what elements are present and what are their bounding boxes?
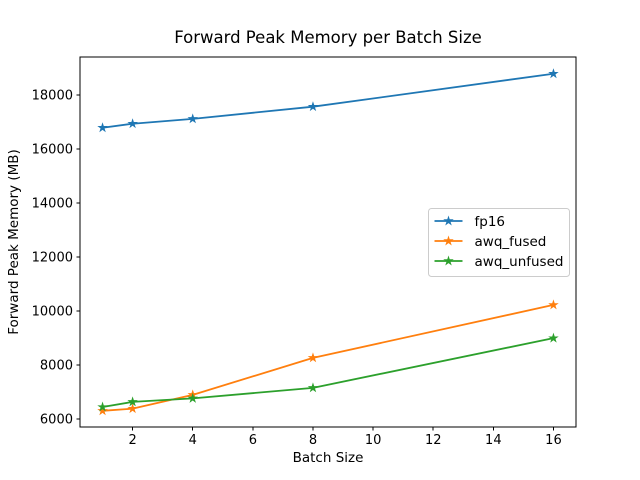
data-point-marker-awq_fused — [307, 352, 319, 363]
data-point-marker-awq_unfused — [127, 396, 138, 407]
x-tick-label: 4 — [189, 433, 197, 448]
plot-spines — [79, 56, 577, 428]
y-tick-label: 18000 — [32, 88, 73, 103]
line-series-awq_fused — [101, 304, 555, 412]
line-series-awq_unfused — [101, 337, 555, 408]
x-tick-label: 10 — [365, 433, 382, 448]
data-point-marker-awq_fused — [97, 405, 108, 416]
line-series-fp16 — [101, 72, 555, 129]
legend-marker-awq_unfused — [443, 255, 454, 266]
chart-title: Forward Peak Memory per Batch Size — [174, 28, 482, 47]
legend: fp16 awq_fused awq_unfused — [428, 208, 570, 277]
series-layer — [97, 68, 559, 416]
x-tick-label: 6 — [249, 433, 257, 448]
legend-box — [428, 208, 570, 277]
axes-layer: 2 4 6 8 10 12 14 16 6000 8000 10000 12000 14000 16000… — [32, 56, 577, 448]
x-tick-label: 8 — [309, 433, 317, 448]
data-point-marker-awq_unfused — [548, 332, 559, 343]
data-point-marker-awq_fused — [548, 299, 559, 310]
y-tick-label: 12000 — [32, 250, 73, 265]
y-tick-label: 16000 — [32, 142, 73, 157]
legend-label-awq_fused: awq_fused — [475, 234, 547, 250]
data-point-marker-fp16 — [548, 68, 559, 79]
x-tick-label: 16 — [545, 433, 562, 448]
data-point-marker-fp16 — [97, 122, 108, 133]
y-tick-label: 10000 — [32, 304, 73, 319]
x-axis-label: Batch Size — [293, 450, 364, 466]
y-tick-label: 14000 — [32, 196, 73, 211]
legend-label-fp16: fp16 — [475, 214, 506, 230]
data-point-marker-awq_fused — [127, 403, 138, 414]
data-point-marker-fp16 — [127, 118, 138, 129]
data-point-marker-awq_unfused — [307, 382, 319, 393]
legend-marker-fp16 — [443, 215, 454, 226]
data-point-marker-fp16 — [187, 113, 198, 124]
data-point-marker-awq_unfused — [187, 392, 198, 403]
x-tick-label: 2 — [128, 433, 136, 448]
legend-label-awq_unfused: awq_unfused — [475, 254, 564, 270]
x-tick-label: 14 — [485, 433, 502, 448]
legend-marker-awq_fused — [443, 235, 454, 246]
y-tick-label: 8000 — [40, 358, 73, 373]
y-axis-label: Forward Peak Memory (MB) — [6, 149, 22, 335]
y-tick-label: 6000 — [40, 412, 73, 427]
data-point-marker-fp16 — [307, 101, 319, 112]
data-point-marker-awq_unfused — [97, 401, 108, 412]
x-tick-label: 12 — [425, 433, 442, 448]
